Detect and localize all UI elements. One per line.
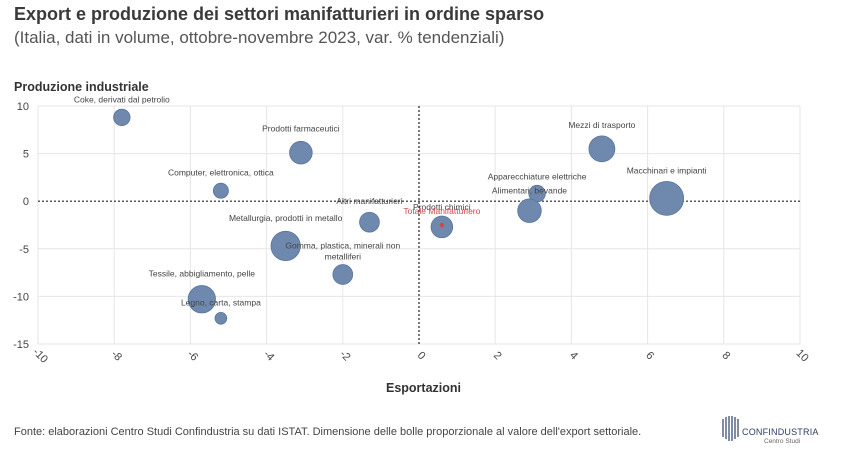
bubble-label: Alimentari, bevande xyxy=(492,186,567,196)
bubble-label: Macchinari e impianti xyxy=(627,165,707,175)
y-tick-label: -10 xyxy=(13,291,29,303)
bubble xyxy=(588,135,616,163)
x-tick-label: -2 xyxy=(337,348,352,363)
bubble-label: Prodotti chimici xyxy=(413,202,471,212)
bubble xyxy=(187,285,216,314)
source-note: Fonte: elaborazioni Centro Studi Confind… xyxy=(14,426,642,438)
x-tick-label: 4 xyxy=(567,349,580,362)
bubble-total-manifatturiero xyxy=(439,222,445,228)
logo-name: CONFINDUSTRIA xyxy=(742,427,819,437)
x-tick-label: -4 xyxy=(261,348,276,363)
bubble-label: Prodotti farmaceutici xyxy=(262,124,340,134)
x-tick-label: 2 xyxy=(491,349,504,362)
bubble-label: Apparecchiature elettriche xyxy=(488,172,587,182)
bubble-label: Coke, derivati dal petrolio xyxy=(74,94,170,104)
bubble-label: Mezzi di trasporto xyxy=(568,120,635,130)
bubble xyxy=(359,211,380,233)
x-tick-label: -8 xyxy=(109,348,124,363)
chart-subtitle: (Italia, dati in volume, ottobre-novembr… xyxy=(14,28,505,47)
bubble xyxy=(212,182,229,199)
bubble xyxy=(113,108,131,127)
bubble xyxy=(332,264,354,285)
bubble xyxy=(270,230,301,261)
y-tick-label: -15 xyxy=(13,339,29,351)
x-tick-label: -10 xyxy=(30,346,50,366)
bubble xyxy=(214,311,228,325)
bubble xyxy=(649,180,685,216)
bubble-label: Legno, carta, stampa xyxy=(181,297,261,307)
bubble-label-line: metalliferi xyxy=(325,252,361,262)
confindustria-logo: CONFINDUSTRIA Centro Studi xyxy=(720,415,830,447)
y-tick-label: 5 xyxy=(23,149,29,161)
y-axis-label: Produzione industriale xyxy=(14,80,149,94)
bubble xyxy=(289,140,313,165)
bubble-label-line: Gomma, plastica, minerali non xyxy=(285,241,400,251)
label-layer: Coke, derivati dal petrolio Prodotti farm… xyxy=(74,94,707,307)
bubble xyxy=(517,198,542,223)
x-tick-label: -6 xyxy=(185,348,200,363)
bubble-layer xyxy=(113,108,685,325)
x-tick-label: 0 xyxy=(415,349,428,362)
grid-layer xyxy=(37,105,801,345)
chart-title: Export e produzione dei settori manifatt… xyxy=(14,4,545,24)
bubble-label: Altri manifatturieri xyxy=(336,196,402,206)
y-tick-label: 0 xyxy=(23,196,29,208)
x-tick-label: 6 xyxy=(643,349,656,362)
total-label: Totale Manifatturiero xyxy=(403,206,480,216)
bubble-label: Computer, elettronica, ottica xyxy=(168,168,274,178)
x-tick-label: 10 xyxy=(794,347,811,364)
y-tick-label: -5 xyxy=(19,244,29,256)
eagle-logo-icon xyxy=(722,416,739,441)
y-tick-label: 10 xyxy=(17,101,29,113)
bubble-label: Metallurgia, prodotti in metallo xyxy=(229,213,343,223)
x-tick-label: 8 xyxy=(720,349,733,362)
logo-subtitle: Centro Studi xyxy=(764,438,801,445)
bubble-label: Tessile, abbigliamento, pelle xyxy=(149,268,256,278)
x-axis-label: Esportazioni xyxy=(385,381,461,395)
bubble-label: Gomma, plastica, minerali non metalliferi xyxy=(285,241,400,262)
